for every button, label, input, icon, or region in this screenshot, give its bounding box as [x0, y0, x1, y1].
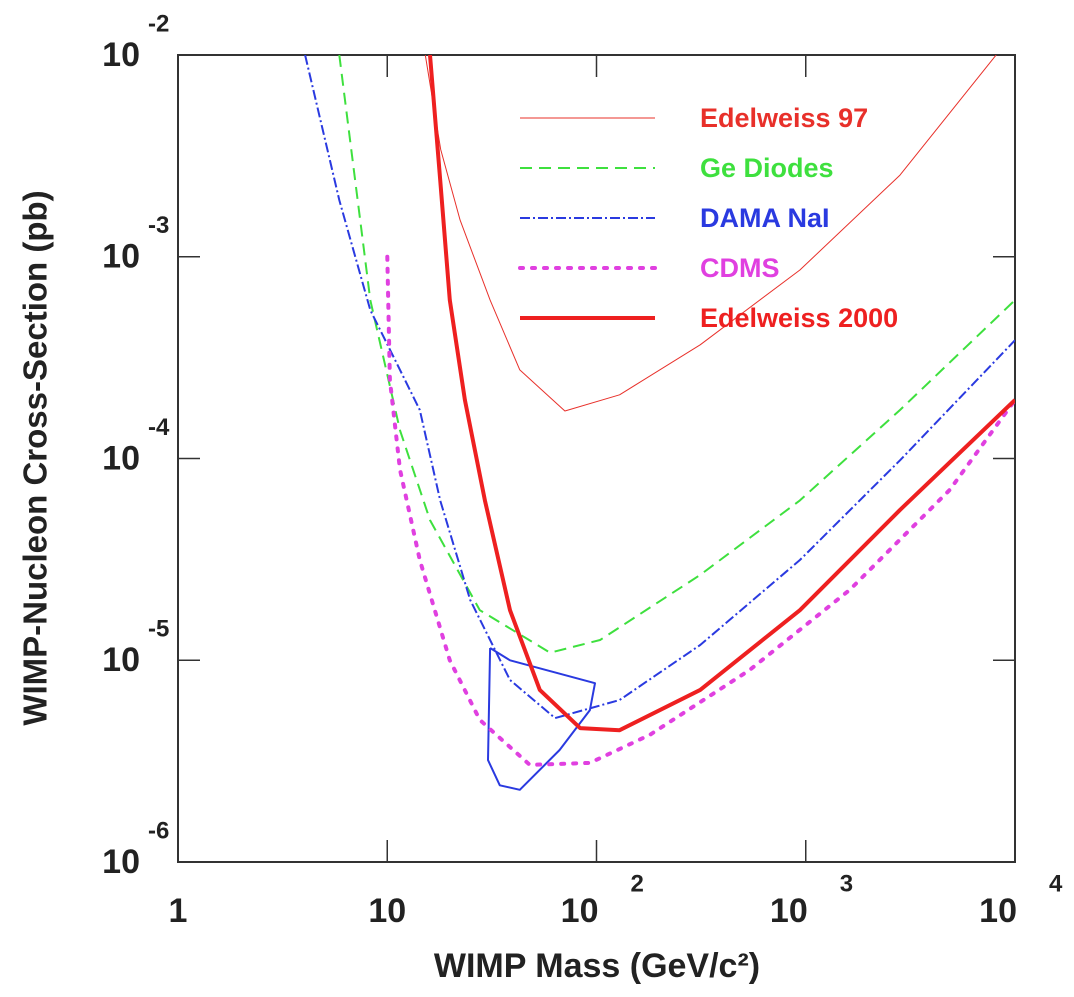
series-line — [385, 254, 1015, 767]
x-tick-exponent: 4 — [1049, 870, 1063, 897]
legend-label: Edelweiss 97 — [700, 103, 868, 133]
x-axis-label: WIMP Mass (GeV/c²) — [434, 947, 760, 985]
x-tick-label: 1 — [169, 892, 188, 930]
y-tick-label: 10 — [102, 439, 140, 477]
legend-label: CDMS — [700, 253, 780, 283]
y-axis-label: WIMP-Nucleon Cross-Section (pb) — [17, 190, 54, 725]
y-tick-label: 10 — [102, 238, 140, 276]
x-tick-label: 10 — [368, 892, 406, 930]
y-tick-exponent: -5 — [148, 616, 169, 643]
y-tick-exponent: -3 — [148, 212, 169, 239]
x-tick-exponent: 3 — [840, 870, 853, 897]
legend-label: DAMA NaI — [700, 203, 830, 233]
series-line — [428, 55, 1015, 733]
x-tick-label: 10 — [561, 892, 599, 930]
legend-label: Ge Diodes — [700, 153, 834, 183]
x-tick-exponent: 2 — [631, 870, 644, 897]
y-tick-label: 10 — [102, 641, 140, 679]
y-tick-exponent: -6 — [148, 817, 169, 844]
y-tick-exponent: -2 — [148, 10, 169, 37]
series-line — [304, 55, 1015, 720]
y-tick-exponent: -4 — [148, 414, 170, 441]
y-tick-label: 10 — [102, 843, 140, 881]
y-tick-label: 10 — [102, 36, 140, 74]
series-line — [424, 55, 997, 412]
legend-label: Edelweiss 2000 — [700, 303, 898, 333]
x-tick-label: 10 — [770, 892, 808, 930]
dama-region — [487, 647, 596, 791]
x-tick-label: 10 — [979, 892, 1017, 930]
